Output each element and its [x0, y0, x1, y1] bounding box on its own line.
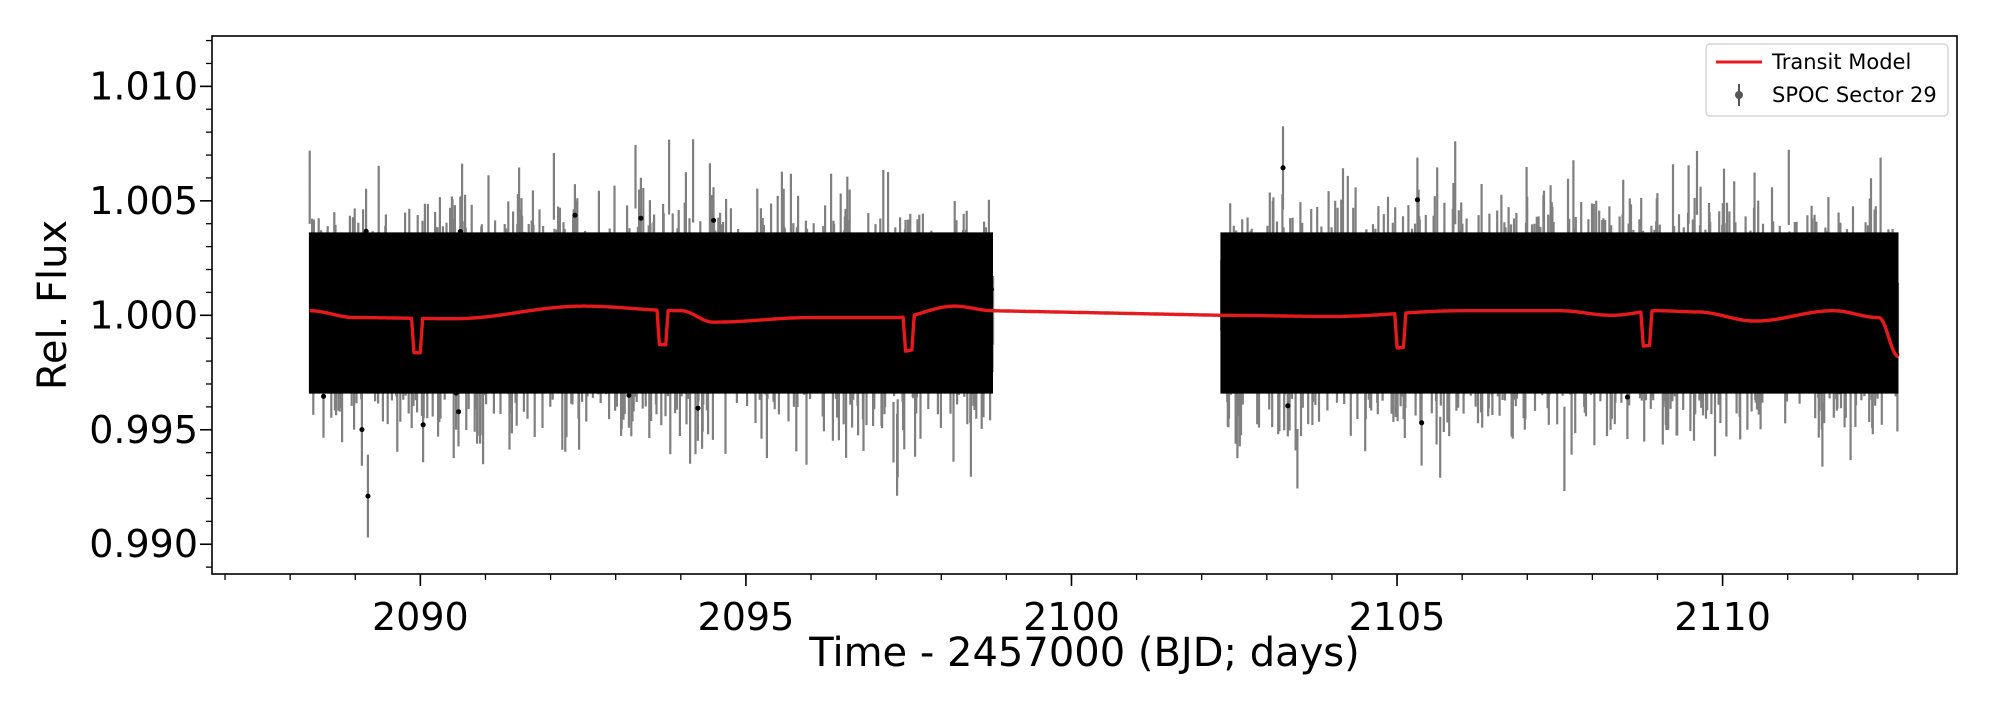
- y-tick-label: 0.995: [89, 408, 198, 452]
- y-tick-label: 1.010: [89, 64, 198, 108]
- legend-swatch-data-point: [1735, 91, 1743, 99]
- y-tick-label: 1.005: [89, 179, 198, 223]
- model-layer: [308, 304, 1900, 359]
- x-tick-label: 2095: [698, 595, 795, 639]
- x-tick-label: 2105: [1349, 595, 1446, 639]
- x-tick-label: 2090: [372, 595, 469, 639]
- legend-box: [1705, 43, 1949, 117]
- y-axis-label: Rel. Flux: [30, 220, 76, 390]
- y-axis: 0.990 0.995 1.000 1.005 1.010: [89, 39, 212, 568]
- legend-entry-data: SPOC Sector 29: [1772, 83, 1937, 107]
- y-tick-label: 0.990: [89, 522, 198, 566]
- legend: Transit Model SPOC Sector 29: [1705, 43, 1949, 117]
- plot-frame: [211, 35, 1958, 575]
- x-tick-label: 2100: [1023, 595, 1120, 639]
- data-core-segment-0: [308, 232, 993, 394]
- x-axis-label: Time - 2457000 (BJD; days): [808, 630, 1359, 676]
- x-axis: 2090 2095 2100 2105 2110: [224, 574, 1919, 639]
- x-tick-label: 2110: [1674, 595, 1771, 639]
- data-core-segment-1: [1220, 232, 1899, 394]
- transit-model-line: [308, 304, 1900, 359]
- data-layer: [308, 126, 1900, 538]
- y-tick-label: 1.000: [89, 293, 198, 337]
- legend-entry-model: Transit Model: [1771, 50, 1911, 74]
